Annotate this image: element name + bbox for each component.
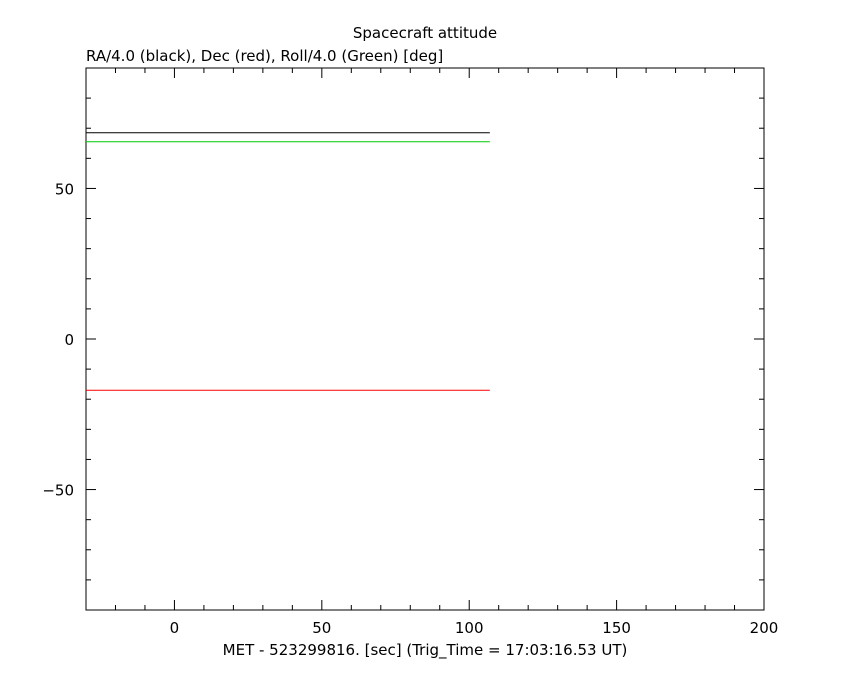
x-tick-label: 200 bbox=[750, 619, 779, 637]
series-lines bbox=[86, 132, 490, 391]
y-tick-label: 0 bbox=[64, 331, 74, 349]
tick-labels: 0 50 100 150 200 −50 0 50 bbox=[42, 180, 778, 637]
plot-frame bbox=[85, 67, 765, 611]
y-tick-label: −50 bbox=[42, 482, 74, 500]
axis-ticks bbox=[86, 68, 765, 610]
x-tick-label: 0 bbox=[170, 619, 180, 637]
x-axis-label: MET - 523299816. [sec] (Trig_Time = 17:0… bbox=[223, 641, 628, 660]
y-tick-label: 50 bbox=[55, 180, 74, 198]
chart-subtitle: RA/4.0 (black), Dec (red), Roll/4.0 (Gre… bbox=[86, 47, 443, 65]
chart-title: Spacecraft attitude bbox=[353, 24, 497, 42]
x-tick-label: 150 bbox=[602, 619, 631, 637]
x-tick-label: 100 bbox=[455, 619, 484, 637]
x-tick-label: 50 bbox=[312, 619, 331, 637]
